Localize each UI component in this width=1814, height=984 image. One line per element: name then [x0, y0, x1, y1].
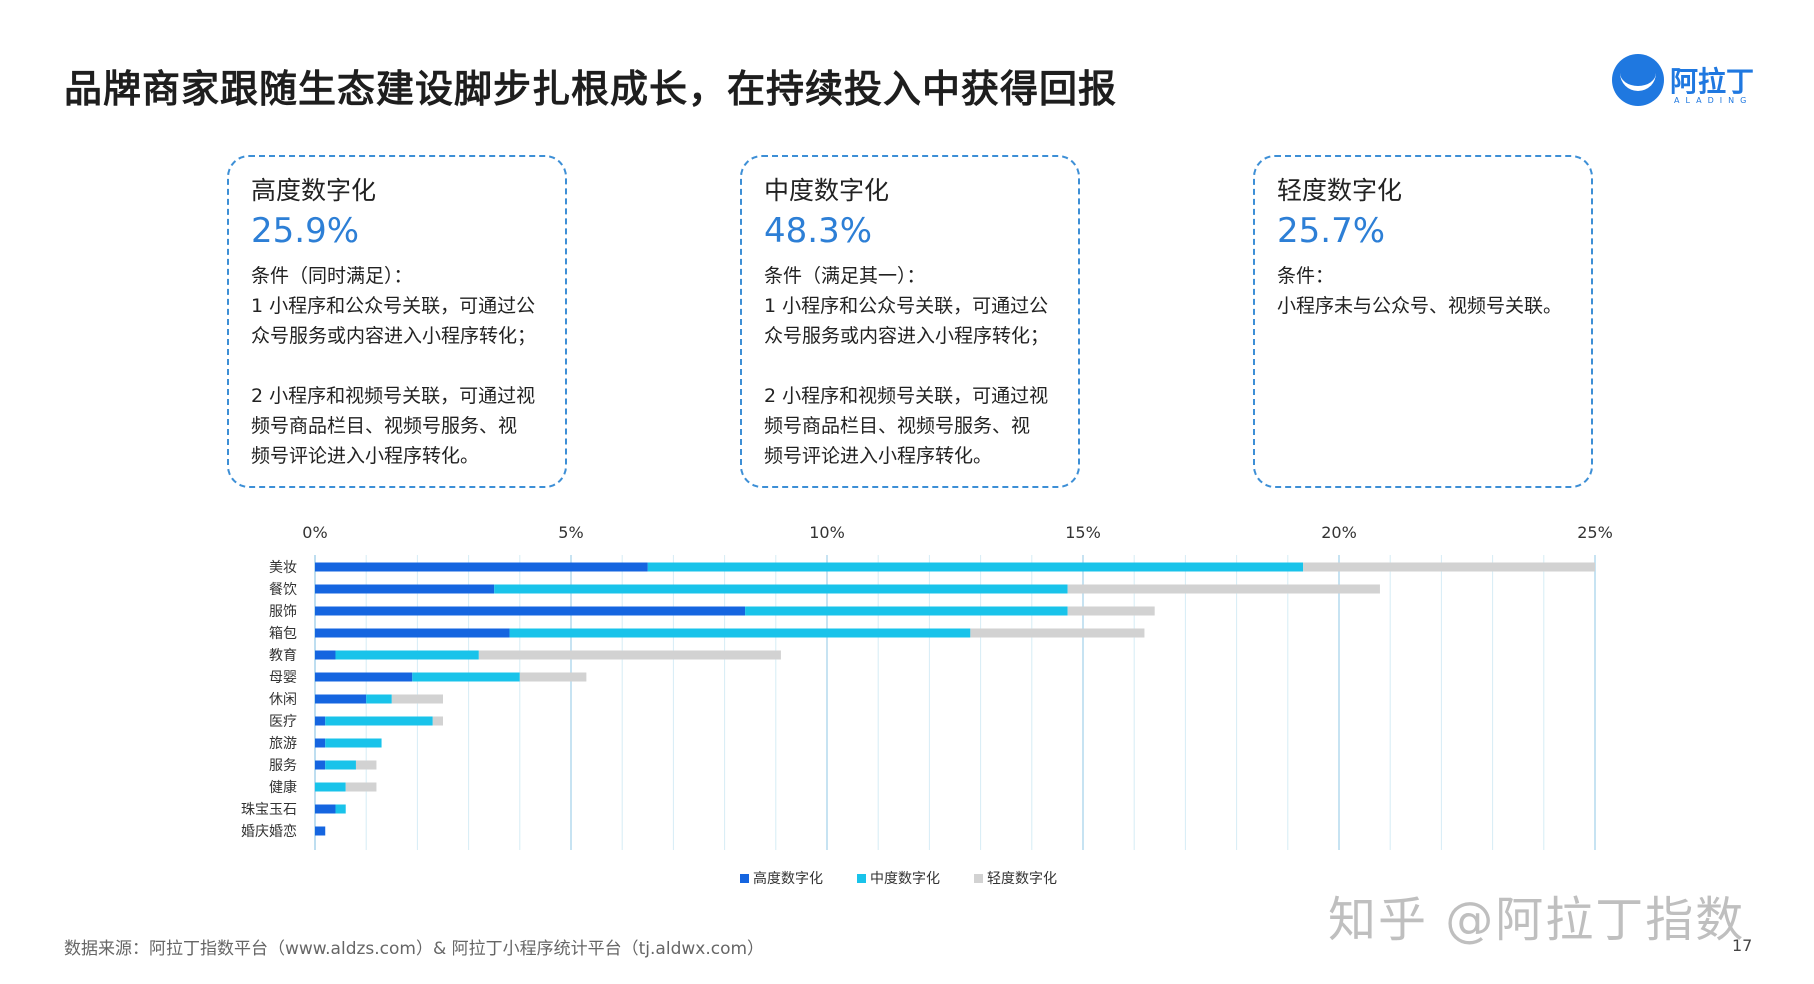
bar-segment-medium [335, 650, 479, 660]
legend-item-high: 高度数字化 [740, 868, 823, 888]
page-number: 17 [1732, 936, 1753, 955]
bar-segment-high [315, 694, 367, 704]
card-light: 轻度数字化 25.7% 条件： 小程序未与公众号、视频号关联。 [1253, 155, 1593, 488]
watermark-text: 知乎 @阿拉丁指数 [1328, 892, 1746, 948]
bar-segment-light [345, 782, 377, 792]
category-label: 服饰 [269, 604, 297, 620]
bar-segment-light [1067, 606, 1155, 616]
bar-segment-light [1303, 562, 1595, 572]
card-high: 高度数字化 25.9% 条件（同时满足）： 1 小程序和公众号关联，可通过公 众… [227, 155, 567, 488]
category-label: 旅游 [269, 736, 297, 752]
bar-segment-medium [335, 804, 346, 814]
card-heading: 中度数字化 [764, 176, 890, 205]
category-label: 母婴 [269, 670, 297, 686]
x-tick-label: 10% [809, 523, 845, 542]
card-medium: 中度数字化 48.3% 条件（满足其一）： 1 小程序和公众号关联，可通过公 众… [740, 155, 1080, 488]
bar-segment-medium [494, 584, 1068, 594]
category-label: 医疗 [269, 714, 297, 730]
legend-swatch-medium [857, 873, 866, 883]
brand-logo: 阿拉丁 ALADING [1612, 54, 1762, 110]
category-label: 箱包 [269, 626, 297, 642]
card-percent: 48.3% [764, 211, 873, 251]
legend-item-medium: 中度数字化 [857, 868, 940, 888]
bar-segment-high [315, 738, 326, 748]
legend-swatch-high [740, 873, 749, 883]
bar-segment-light [432, 716, 443, 726]
legend-label: 轻度数字化 [987, 871, 1057, 887]
category-label: 服务 [269, 758, 297, 774]
card-body: 条件（满足其一）： 1 小程序和公众号关联，可通过公 众号服务或内容进入小程序转… [764, 265, 1050, 467]
card-heading: 高度数字化 [251, 176, 377, 205]
x-tick-label: 20% [1321, 523, 1357, 542]
bar-segment-medium [325, 716, 433, 726]
data-source: 数据来源：阿拉丁指数平台（www.aldzs.com）& 阿拉丁小程序统计平台（… [64, 939, 765, 959]
category-label: 餐饮 [269, 582, 297, 598]
legend-label: 高度数字化 [753, 871, 823, 887]
page-title: 品牌商家跟随生态建设脚步扎根成长，在持续投入中获得回报 [64, 67, 1118, 111]
bar-segment-high [315, 716, 326, 726]
bar-segment-light [1067, 584, 1380, 594]
bar-segment-light [391, 694, 443, 704]
bar-segment-high [315, 650, 336, 660]
category-label: 美妆 [269, 560, 297, 576]
bar-segment-high [315, 804, 336, 814]
bar-segment-high [315, 628, 510, 638]
card-percent: 25.7% [1277, 211, 1386, 251]
bar-segment-light [478, 650, 781, 660]
bar-segment-medium [745, 606, 1068, 616]
x-tick-label: 5% [558, 523, 583, 542]
card-body: 条件（同时满足）： 1 小程序和公众号关联，可通过公 众号服务或内容进入小程序转… [251, 265, 537, 467]
x-tick-label: 15% [1065, 523, 1101, 542]
bar-segment-medium [647, 562, 1304, 572]
card-heading: 轻度数字化 [1277, 176, 1403, 205]
category-label: 珠宝玉石 [241, 802, 297, 818]
card-percent: 25.9% [251, 211, 360, 251]
bar-segment-light [519, 672, 587, 682]
bar-segment-medium [325, 760, 356, 770]
bar-segment-high [315, 826, 326, 836]
chart-legend: 高度数字化 中度数字化 轻度数字化 [740, 868, 1057, 888]
bar-segment-light [970, 628, 1145, 638]
logo-name: 阿拉丁 [1670, 65, 1755, 98]
bar-segment-high [315, 562, 648, 572]
logo-icon [1612, 54, 1664, 106]
category-label: 婚庆婚恋 [241, 823, 297, 840]
bar-segment-high [315, 760, 326, 770]
bar-segment-high [315, 672, 413, 682]
bar-segment-medium [366, 694, 392, 704]
bar-segment-light [355, 760, 377, 770]
legend-label: 中度数字化 [870, 871, 940, 887]
legend-item-light: 轻度数字化 [974, 868, 1057, 888]
category-label: 教育 [269, 648, 297, 664]
bar-segment-high [315, 584, 495, 594]
legend-swatch-light [974, 873, 983, 883]
bar-segment-medium [325, 738, 382, 748]
bar-segment-medium [412, 672, 520, 682]
bar-segment-high [315, 606, 746, 616]
bar-segment-medium [509, 628, 971, 638]
bar-segment-medium [315, 782, 346, 792]
x-tick-label: 25% [1577, 523, 1613, 542]
category-label: 健康 [269, 779, 297, 796]
x-tick-label: 0% [302, 523, 327, 542]
logo-sub: ALADING [1674, 96, 1753, 105]
category-label: 休闲 [269, 692, 297, 708]
card-body: 条件： 小程序未与公众号、视频号关联。 [1277, 265, 1563, 317]
